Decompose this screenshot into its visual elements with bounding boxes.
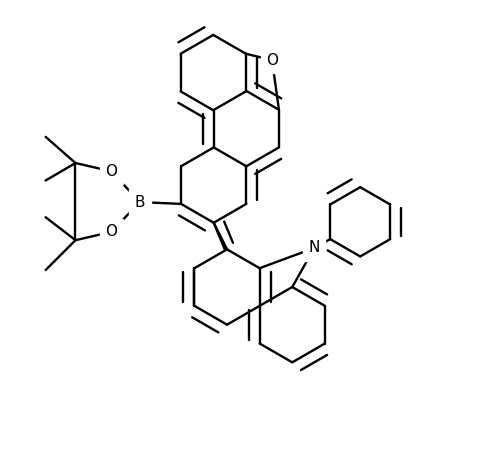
Text: O: O (106, 225, 118, 239)
Text: B: B (134, 195, 145, 210)
Text: O: O (106, 164, 118, 179)
Text: O: O (266, 53, 278, 67)
Text: N: N (308, 241, 320, 255)
